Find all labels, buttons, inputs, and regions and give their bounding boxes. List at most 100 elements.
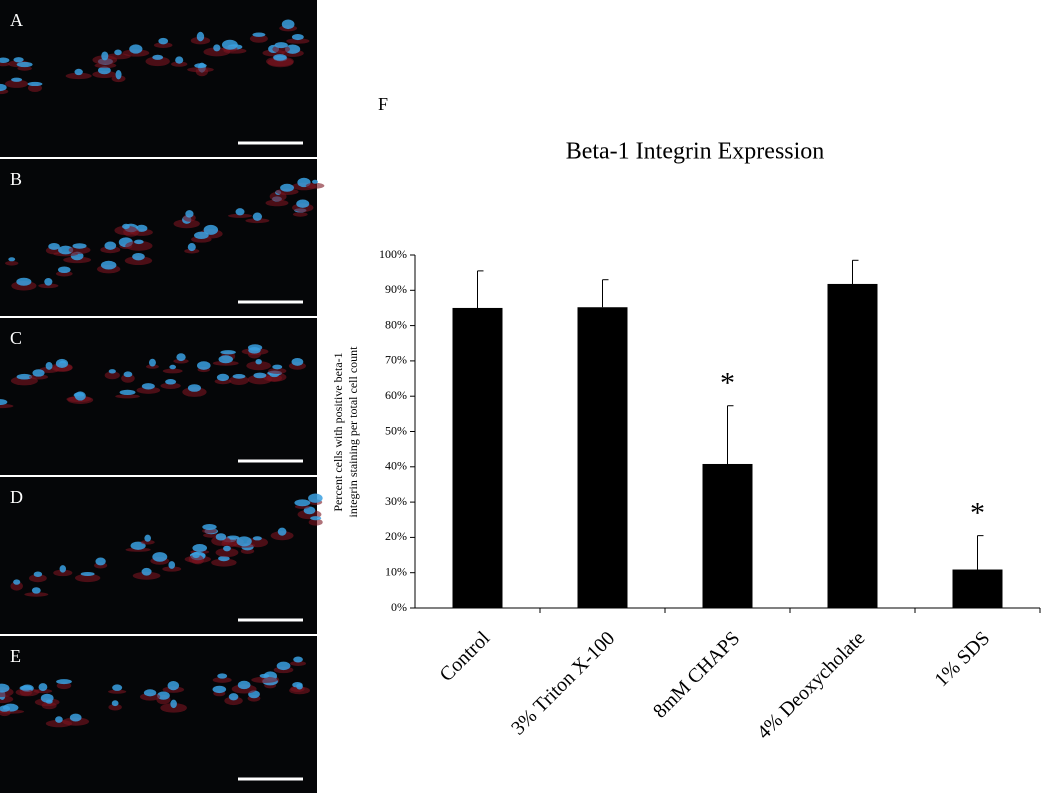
stain	[140, 539, 155, 545]
stain	[41, 702, 57, 710]
stain	[268, 367, 287, 374]
stain	[115, 394, 140, 399]
nucleus	[8, 257, 16, 262]
stain	[29, 374, 49, 380]
nucleus	[259, 673, 270, 679]
nucleus	[55, 716, 63, 723]
nucleus	[277, 527, 287, 536]
nucleus	[74, 68, 83, 76]
nucleus	[157, 691, 170, 700]
stain	[153, 42, 173, 48]
panel-label: B	[10, 169, 22, 189]
stain	[246, 361, 272, 371]
nucleus	[196, 31, 205, 42]
stain	[203, 532, 220, 538]
nucleus	[152, 552, 168, 562]
nucleus	[221, 39, 238, 50]
nucleus	[276, 661, 291, 671]
nucleus	[123, 371, 133, 378]
stain	[249, 34, 268, 43]
stain	[173, 358, 189, 364]
stain	[290, 660, 307, 666]
stain	[228, 213, 253, 218]
nucleus	[192, 552, 200, 559]
nucleus	[135, 224, 148, 232]
nucleus	[0, 83, 7, 92]
stain	[202, 528, 217, 534]
nucleus	[197, 361, 211, 370]
stain	[136, 386, 161, 394]
stain	[29, 574, 47, 583]
panel-label: F	[378, 94, 388, 114]
stain	[188, 554, 204, 564]
stain	[0, 403, 14, 409]
nucleus	[169, 364, 177, 370]
nucleus	[19, 685, 33, 691]
nucleus	[132, 252, 145, 261]
stain	[139, 693, 161, 701]
chart-title: Beta-1 Integrin Expression	[566, 139, 825, 165]
stain	[212, 677, 232, 683]
stain	[211, 535, 231, 546]
nucleus	[228, 693, 239, 701]
stain	[212, 360, 239, 366]
nucleus	[0, 57, 10, 63]
nucleus	[97, 66, 111, 75]
nucleus	[294, 499, 311, 507]
y-tick-label: 20%	[385, 529, 407, 543]
nucleus	[143, 689, 157, 697]
nucleus	[312, 179, 319, 184]
nucleus	[0, 705, 11, 712]
nucleus	[141, 383, 155, 390]
nucleus	[112, 684, 123, 691]
stain	[265, 199, 289, 207]
nucleus	[235, 208, 245, 216]
significance-mark: *	[970, 497, 985, 530]
nucleus	[220, 350, 236, 355]
stain	[160, 382, 181, 389]
nucleus	[218, 355, 233, 364]
stain	[104, 371, 120, 380]
nucleus	[27, 81, 43, 87]
stain	[162, 368, 183, 374]
stain	[114, 225, 138, 236]
stain	[92, 70, 117, 79]
nucleus	[216, 373, 230, 382]
nucleus	[280, 183, 295, 192]
nucleus	[232, 374, 246, 379]
nucleus	[187, 384, 201, 392]
nucleus	[194, 63, 207, 69]
micrograph	[0, 159, 317, 316]
stain	[65, 72, 92, 80]
y-tick-label: 30%	[385, 494, 407, 508]
nucleus	[111, 700, 119, 707]
nucleus	[291, 33, 304, 41]
nucleus	[252, 212, 263, 221]
nucleus	[167, 681, 180, 691]
stain	[38, 283, 59, 289]
nucleus	[291, 358, 304, 366]
nucleus	[59, 565, 67, 573]
bar	[827, 283, 878, 608]
micrograph	[0, 636, 317, 793]
bar	[952, 569, 1003, 608]
stain	[224, 696, 243, 706]
micrographs: A B C D E	[0, 0, 325, 793]
nucleus	[148, 358, 156, 367]
stain	[108, 689, 127, 694]
bar	[452, 307, 503, 608]
stain	[56, 682, 72, 690]
nucleus	[134, 239, 144, 245]
nucleus	[236, 536, 252, 547]
nucleus	[55, 358, 69, 369]
nucleus	[45, 362, 53, 370]
nucleus	[13, 57, 24, 63]
nucleus	[11, 77, 23, 82]
stain	[39, 366, 59, 374]
bar	[577, 307, 628, 608]
y-tick-label: 10%	[385, 564, 407, 578]
nucleus	[281, 19, 295, 30]
nucleus	[237, 680, 251, 690]
nucleus	[218, 555, 230, 562]
nucleus	[253, 372, 267, 379]
